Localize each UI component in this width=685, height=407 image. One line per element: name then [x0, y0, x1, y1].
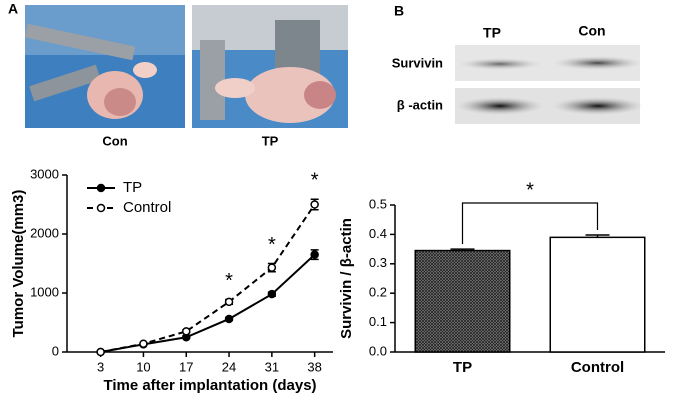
- x-tick-label: Control: [571, 359, 624, 376]
- y-tick-label: 1000: [30, 284, 59, 299]
- panel-label: A: [8, 1, 18, 17]
- data-point: [224, 297, 234, 307]
- error-bar: [585, 234, 610, 238]
- y-tick-label: 0.4: [369, 226, 387, 241]
- legend-marker: [96, 183, 106, 193]
- x-tick-label: 38: [307, 359, 321, 374]
- x-tick-label: TP: [453, 359, 472, 376]
- photo: [24, 5, 185, 128]
- x-tick-label: 24: [222, 359, 236, 374]
- bar: [414, 249, 511, 353]
- photo-label: Con: [102, 133, 127, 148]
- data-point: [181, 327, 191, 336]
- x-axis-label: Time after implantation (days): [103, 377, 316, 394]
- data-point: [96, 347, 105, 357]
- annotation: *: [268, 234, 276, 256]
- blot-label: β -actin: [397, 97, 443, 112]
- y-tick-label: 0: [52, 343, 59, 358]
- x-tick-label: 3: [97, 359, 104, 374]
- legend-label: TP: [123, 179, 142, 196]
- series-line: [100, 253, 316, 353]
- annotation: *: [225, 270, 233, 292]
- significance: *: [526, 179, 534, 201]
- y-axis-label: Tumor Volume(mm3): [10, 190, 27, 338]
- photo-label: TP: [262, 133, 279, 148]
- data-point: [310, 250, 319, 259]
- data-point: [310, 200, 319, 209]
- bar: [549, 236, 646, 353]
- panel-label: B: [394, 3, 404, 19]
- data-point: [139, 339, 148, 348]
- y-tick-label: 0.3: [369, 255, 387, 270]
- legend-marker: [96, 203, 106, 213]
- blot-label: Con: [578, 23, 605, 39]
- y-axis-label: Survivin / β-actin: [338, 218, 355, 339]
- data-point: [224, 314, 234, 324]
- series-line: [100, 203, 316, 353]
- blot-label: TP: [483, 25, 501, 41]
- data-point: [267, 289, 277, 299]
- x-tick-label: 17: [179, 359, 193, 374]
- annotation: *: [311, 169, 319, 191]
- legend-label: Control: [123, 199, 171, 216]
- y-tick-label: 0.0: [369, 343, 387, 358]
- blot-label: Survivin: [392, 55, 443, 70]
- y-tick-label: 2000: [30, 225, 59, 240]
- y-tick-label: 0.2: [369, 285, 387, 300]
- significance-bracket: [461, 202, 599, 245]
- y-tick-label: 0.5: [369, 196, 387, 211]
- y-tick-label: 0.1: [369, 314, 387, 329]
- y-tick-label: 3000: [30, 166, 59, 181]
- western-blot: [455, 45, 644, 124]
- photo: [192, 5, 348, 128]
- data-point: [267, 263, 277, 272]
- error-bar: [450, 248, 475, 251]
- x-tick-label: 31: [265, 359, 279, 374]
- x-tick-label: 10: [136, 359, 150, 374]
